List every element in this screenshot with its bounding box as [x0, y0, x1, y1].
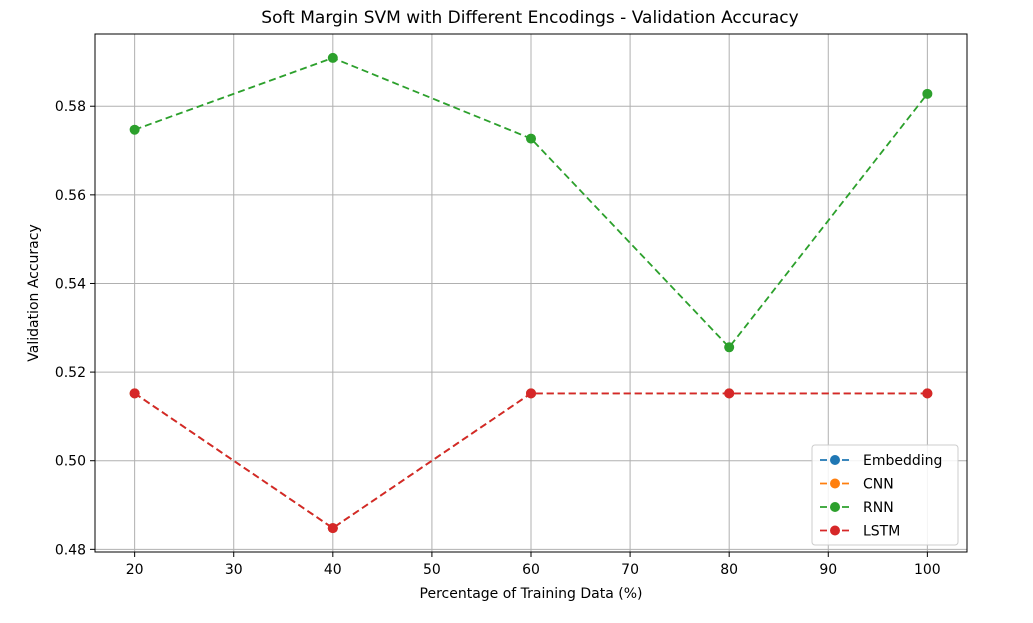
legend-label-rnn: RNN	[863, 500, 894, 516]
x-tick-label: 70	[621, 562, 639, 578]
legend-marker-embedding	[830, 455, 840, 465]
data-point-lstm	[526, 388, 536, 399]
series-lines	[129, 52, 933, 534]
y-tick-label: 0.56	[55, 188, 86, 204]
legend-marker-rnn	[830, 502, 840, 512]
legend-box	[811, 444, 959, 546]
data-point-lstm	[724, 388, 735, 399]
x-axis-ticks: 20 30 40 50 60 70 80 90 100	[126, 552, 941, 578]
legend-marker-lstm	[830, 525, 840, 536]
chart-title: Soft Margin SVM with Different Encodings…	[261, 8, 798, 28]
x-tick-label: 90	[819, 562, 837, 578]
y-tick-label: 0.52	[55, 365, 86, 381]
data-point-lstm	[922, 388, 933, 399]
x-tick-label: 100	[914, 562, 941, 578]
data-point-lstm	[327, 523, 338, 534]
y-axis-title: Validation Accuracy	[26, 224, 42, 362]
legend-label-lstm: LSTM	[863, 524, 900, 540]
x-tick-label: 20	[126, 562, 144, 578]
data-point-rnn	[129, 124, 140, 135]
series-rnn	[129, 52, 933, 353]
x-axis-title: Percentage of Training Data (%)	[420, 586, 643, 602]
x-tick-label: 50	[423, 562, 441, 578]
legend-label-cnn: CNN	[863, 477, 894, 493]
y-tick-label: 0.58	[55, 99, 86, 115]
x-tick-label: 30	[225, 562, 243, 578]
data-point-rnn	[922, 88, 933, 99]
x-tick-label: 40	[324, 562, 342, 578]
series-lstm	[129, 388, 933, 534]
y-tick-label: 0.48	[55, 542, 86, 558]
legend-marker-cnn	[830, 478, 840, 489]
data-point-rnn	[724, 342, 735, 353]
data-point-rnn	[327, 52, 338, 63]
legend: Embedding CNN RNN LSTM	[811, 444, 959, 546]
data-point-rnn	[526, 133, 536, 144]
y-axis-ticks: 0.48 0.50 0.52 0.54 0.56 0.58	[55, 99, 95, 558]
legend-label-embedding: Embedding	[863, 453, 942, 469]
x-tick-label: 80	[720, 562, 738, 578]
grid	[95, 34, 967, 552]
data-point-lstm	[129, 388, 140, 399]
x-tick-label: 60	[522, 562, 540, 578]
y-tick-label: 0.50	[55, 454, 86, 470]
y-tick-label: 0.54	[55, 276, 86, 292]
plot-frame	[94, 33, 968, 553]
